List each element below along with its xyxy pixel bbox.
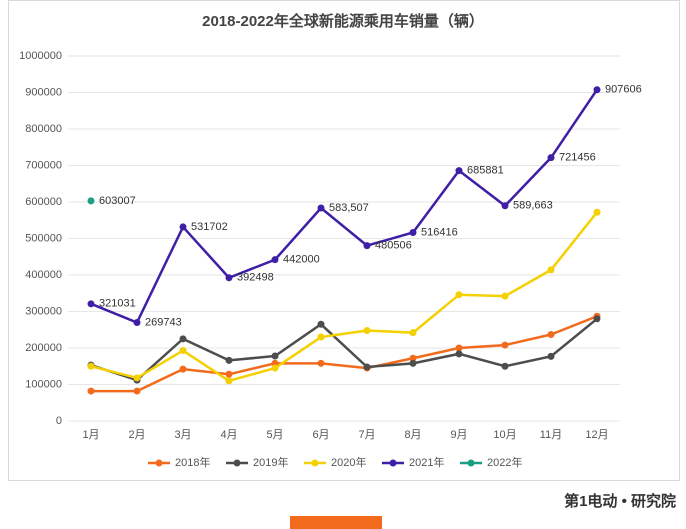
x-tick-label: 5月 [266, 429, 283, 441]
y-tick-label: 700000 [25, 159, 62, 171]
footer-bar [290, 516, 382, 529]
data-label: 321031 [99, 298, 136, 310]
data-label: 516416 [421, 226, 458, 238]
series-line [90, 89, 599, 325]
data-label: 907606 [605, 84, 642, 96]
data-label: 583,507 [329, 202, 369, 214]
data-point [225, 377, 233, 385]
y-tick-label: 800000 [25, 123, 62, 135]
x-tick-label: 9月 [450, 429, 467, 441]
data-point [409, 359, 417, 367]
data-point [501, 362, 509, 370]
legend-marker [311, 459, 319, 467]
data-point [179, 335, 187, 343]
data-label: 603007 [99, 195, 136, 207]
data-label: 392498 [237, 272, 274, 284]
data-point [317, 333, 325, 341]
data-point [133, 319, 141, 327]
chart-frame [8, 0, 680, 481]
x-tick-label: 2月 [128, 429, 145, 441]
legend-label: 2022年 [487, 455, 522, 469]
data-point [225, 356, 233, 364]
data-label: 589,663 [513, 200, 553, 212]
y-tick-label: 400000 [25, 269, 62, 281]
data-point [271, 364, 279, 372]
data-point [317, 359, 325, 367]
data-point [87, 362, 95, 370]
data-point [225, 274, 233, 282]
data-point [501, 202, 509, 210]
legend-marker [155, 459, 163, 467]
data-point [363, 326, 371, 334]
legend-label: 2018年 [175, 455, 210, 469]
series-line [90, 211, 598, 383]
series-line [91, 315, 598, 393]
data-point [593, 86, 601, 94]
y-tick-label: 100000 [25, 378, 62, 390]
x-tick-label: 1月 [82, 429, 99, 441]
data-point [409, 229, 417, 237]
footer: 第1电动 • 研究院 [564, 492, 676, 510]
data-point [409, 354, 417, 362]
data-point [593, 208, 601, 216]
data-point [133, 387, 141, 395]
x-tick-label: 10月 [493, 429, 516, 441]
data-label: 442000 [283, 254, 320, 266]
legend-marker [233, 459, 241, 467]
data-point [547, 352, 555, 360]
y-tick-label: 900000 [25, 86, 62, 98]
data-point [547, 330, 555, 338]
data-label: 531702 [191, 221, 228, 233]
data-point [363, 363, 371, 371]
data-point [179, 347, 187, 355]
data-point [409, 329, 417, 337]
legend-marker [467, 459, 475, 467]
data-point [133, 374, 141, 382]
data-point [455, 167, 463, 175]
data-point [225, 370, 233, 378]
y-tick-label: 1000000 [19, 50, 62, 62]
data-point [547, 154, 555, 162]
data-point [547, 266, 555, 274]
chart-title: 2018-2022年全球新能源乘用车销量（辆） [202, 12, 484, 30]
data-point [271, 256, 279, 264]
x-tick-label: 4月 [220, 429, 237, 441]
legend-label: 2020年 [331, 455, 366, 469]
series-line [90, 317, 598, 382]
data-point [501, 341, 509, 349]
y-tick-label: 200000 [25, 342, 62, 354]
data-point [179, 223, 187, 231]
data-point [455, 350, 463, 358]
y-tick-label: 300000 [25, 305, 62, 317]
data-label: 685881 [467, 165, 504, 177]
data-point [179, 365, 187, 373]
data-point [317, 204, 325, 212]
legend-marker [389, 459, 397, 467]
x-tick-label: 8月 [404, 429, 421, 441]
x-tick-label: 3月 [174, 429, 191, 441]
x-tick-label: 11月 [540, 429, 562, 441]
data-label: 721456 [559, 152, 596, 164]
legend-label: 2021年 [409, 455, 444, 469]
data-point [455, 291, 463, 299]
legend-label: 2019年 [253, 455, 288, 469]
data-point [455, 344, 463, 352]
data-point [363, 242, 371, 250]
x-tick-label: 12月 [585, 429, 608, 441]
data-point [87, 300, 95, 308]
data-point [87, 387, 95, 395]
y-tick-label: 600000 [25, 196, 62, 208]
x-tick-label: 6月 [312, 429, 329, 441]
data-point [271, 352, 279, 360]
y-tick-label: 0 [56, 415, 62, 427]
x-tick-label: 7月 [358, 429, 375, 441]
data-point [317, 320, 325, 328]
data-point [593, 315, 601, 323]
data-label: 269743 [145, 316, 182, 328]
y-tick-label: 500000 [25, 232, 62, 244]
data-point [87, 197, 95, 205]
data-point [501, 292, 509, 300]
data-label: 480506 [375, 240, 412, 252]
